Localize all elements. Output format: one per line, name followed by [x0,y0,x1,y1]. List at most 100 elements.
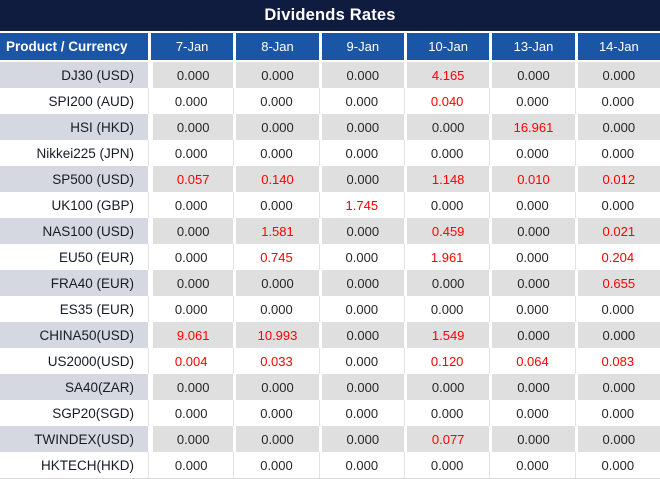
rate-cell: 0.000 [574,374,660,400]
table-row: SPI200 (AUD) 0.000 0.000 0.000 0.040 0.000 0.0… [0,88,660,114]
product-cell: SA40(ZAR) [0,374,148,400]
rate-cell: 0.000 [574,88,660,114]
table-row: DJ30 (USD) 0.000 0.000 0.000 4.165 0.000 0.000 [0,62,660,88]
table-header: Product / Currency 7-Jan 8-Jan 9-Jan 10-… [0,33,660,62]
rate-cell: 0.459 [403,218,490,244]
rate-cell: 0.000 [318,218,404,244]
rate-cell: 0.000 [318,88,404,114]
rate-cell: 0.000 [489,400,575,426]
date-header: 10-Jan [403,33,490,62]
table-row: Nikkei225 (JPN) 0.000 0.000 0.000 0.000 0.000… [0,140,660,166]
product-cell: Nikkei225 (JPN) [0,140,148,166]
rate-cell: 16.961 [489,114,575,140]
rate-cell: 0.000 [403,270,490,296]
rate-cell: 0.000 [318,114,404,140]
rate-cell: 0.083 [574,348,660,374]
rate-cell: 0.000 [233,296,319,322]
rate-cell: 0.000 [489,322,575,348]
product-cell: US2000(USD) [0,348,148,374]
rate-cell: 0.000 [489,270,575,296]
rate-cell: 0.000 [403,374,490,400]
rate-cell: 0.000 [148,452,234,478]
table-row: HKTECH(HKD) 0.000 0.000 0.000 0.000 0.000 0.00… [0,452,660,478]
rate-cell: 0.000 [489,62,575,88]
rate-cell: 0.012 [574,166,660,192]
product-cell: EU50 (EUR) [0,244,148,270]
rate-cell: 0.000 [233,270,319,296]
rate-cell: 0.000 [148,88,234,114]
date-header: 13-Jan [489,33,575,62]
rate-cell: 0.000 [318,62,404,88]
rate-cell: 0.000 [403,400,490,426]
rate-cell: 0.000 [233,452,319,478]
date-header: 7-Jan [148,33,234,62]
rate-cell: 0.000 [233,400,319,426]
rate-cell: 0.120 [403,348,490,374]
rate-cell: 0.000 [148,62,234,88]
rate-cell: 0.000 [318,348,404,374]
product-cell: ES35 (EUR) [0,296,148,322]
rate-cell: 0.000 [574,62,660,88]
product-cell: SGP20(SGD) [0,400,148,426]
rate-cell: 9.061 [148,322,234,348]
rate-cell: 0.000 [318,426,404,452]
table-row: FRA40 (EUR) 0.000 0.000 0.000 0.000 0.000 0.65… [0,270,660,296]
table-row: TWINDEX(USD) 0.000 0.000 0.000 0.077 0.000 0.0… [0,426,660,452]
product-cell: SPI200 (AUD) [0,88,148,114]
rate-cell: 0.000 [148,114,234,140]
rate-cell: 0.000 [489,88,575,114]
rate-cell: 1.148 [403,166,490,192]
table-row: HSI (HKD) 0.000 0.000 0.000 0.000 16.961 0.000 [0,114,660,140]
rate-cell: 10.993 [233,322,319,348]
rate-cell: 0.000 [318,244,404,270]
rate-cell: 0.000 [574,452,660,478]
rate-cell: 0.000 [574,140,660,166]
rate-cell: 4.165 [403,62,490,88]
rate-cell: 0.000 [403,192,490,218]
rate-cell: 0.000 [574,192,660,218]
rate-cell: 0.000 [233,114,319,140]
date-header: 9-Jan [318,33,404,62]
rate-cell: 0.000 [574,296,660,322]
rate-cell: 0.000 [489,192,575,218]
rate-cell: 0.000 [574,400,660,426]
product-cell: CHINA50(USD) [0,322,148,348]
product-cell: HKTECH(HKD) [0,452,148,478]
product-cell: HSI (HKD) [0,114,148,140]
product-cell: TWINDEX(USD) [0,426,148,452]
rate-cell: 0.033 [233,348,319,374]
rate-cell: 0.745 [233,244,319,270]
rate-cell: 0.040 [403,88,490,114]
rate-cell: 0.000 [489,140,575,166]
rate-cell: 0.000 [489,426,575,452]
rate-cell: 0.000 [403,140,490,166]
rate-cell: 0.000 [489,296,575,322]
table-row: NAS100 (USD) 0.000 1.581 0.000 0.459 0.000 0.0… [0,218,660,244]
table-row: CHINA50(USD) 9.061 10.993 0.000 1.549 0.000 0.… [0,322,660,348]
rate-cell: 0.000 [318,140,404,166]
table-row: US2000(USD) 0.004 0.033 0.000 0.120 0.064 0.08… [0,348,660,374]
product-currency-header: Product / Currency [0,33,148,62]
date-header: 8-Jan [233,33,319,62]
rate-cell: 0.000 [148,140,234,166]
rate-cell: 0.000 [489,452,575,478]
rate-cell: 0.655 [574,270,660,296]
rate-cell: 1.961 [403,244,490,270]
product-cell: FRA40 (EUR) [0,270,148,296]
rate-cell: 0.000 [148,374,234,400]
rate-cell: 0.000 [148,244,234,270]
table-row: SA40(ZAR) 0.000 0.000 0.000 0.000 0.000 0.000 [0,374,660,400]
rate-cell: 0.000 [318,374,404,400]
rate-cell: 0.000 [233,88,319,114]
product-cell: SP500 (USD) [0,166,148,192]
product-cell: NAS100 (USD) [0,218,148,244]
date-header: 14-Jan [574,33,660,62]
rate-cell: 0.000 [403,114,490,140]
title-bar: Dividends Rates [0,0,660,33]
rate-cell: 0.000 [318,452,404,478]
rate-cell: 0.077 [403,426,490,452]
rate-cell: 0.000 [148,270,234,296]
product-cell: DJ30 (USD) [0,62,148,88]
rate-cell: 0.064 [489,348,575,374]
